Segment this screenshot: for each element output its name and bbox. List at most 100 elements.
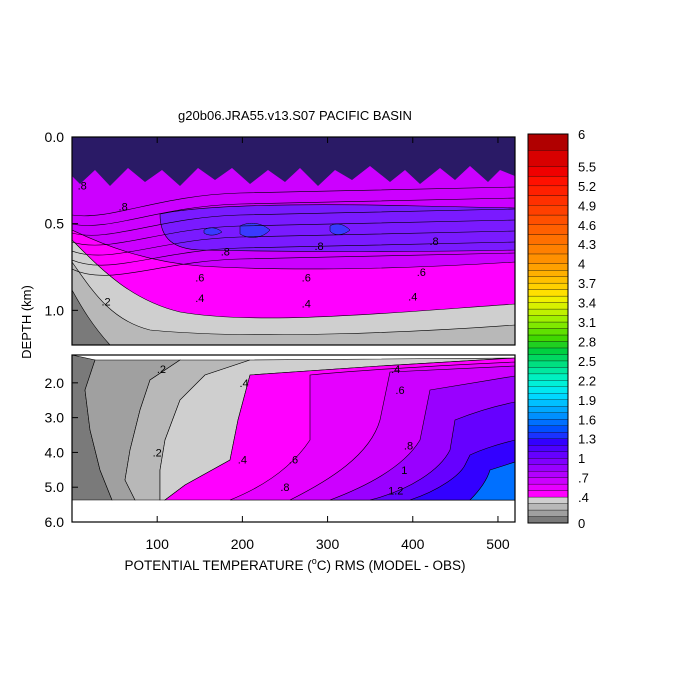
colorbar-swatch [527, 214, 569, 225]
contour-label: .8 [119, 201, 128, 213]
x-tick-label: 500 [486, 536, 510, 552]
colorbar-swatch [527, 516, 569, 524]
contour-label: .8 [314, 241, 323, 253]
colorbar-swatch [527, 490, 569, 498]
colorbar-frame [527, 133, 569, 524]
colorbar-tick-label: 0 [578, 516, 585, 531]
contour-label: .4 [408, 291, 417, 303]
contour-line [72, 186, 515, 217]
colorbar-swatch [527, 412, 569, 420]
colorbar-swatch [527, 380, 569, 388]
contour-line [72, 230, 515, 256]
colorbar-swatch [527, 224, 569, 235]
upper-contour-lines [72, 186, 515, 276]
lower-panel: .2 .2 .4 .4 .4 .6 .6 .8 .8 1 1.2 [72, 355, 515, 522]
colorbar-swatch [527, 253, 569, 264]
x-tick-label: 400 [401, 536, 425, 552]
colorbar-tick-label: 1.9 [578, 393, 596, 408]
contour-label: .8 [429, 236, 438, 248]
y-tick-label: 2.0 [45, 375, 65, 391]
colorbar-swatch [527, 354, 569, 362]
colorbar-swatch [527, 483, 569, 491]
colorbar-tick-labels: 0 .4 .7 1 1.3 1.6 1.9 2.2 2.5 2.8 3.1 3.4 3.7 4 4.3 4.6… [578, 127, 596, 531]
colorbar-swatch [527, 406, 569, 413]
contour-label: 1 [401, 465, 407, 477]
colorbar-swatch [527, 347, 569, 355]
colorbar-swatch [527, 458, 569, 465]
colorbar-swatch [527, 393, 569, 400]
upper-band-top-noise [72, 137, 515, 186]
upper-band-lightgray [72, 239, 515, 345]
contour-line [72, 241, 515, 266]
upper-band-midgray [72, 261, 515, 345]
x-tick-label: 200 [231, 536, 255, 552]
colorbar-swatch [527, 503, 569, 511]
contour-label: .8 [280, 482, 289, 494]
contour-label: 1.2 [388, 486, 403, 498]
colorbar-tick-label: 2.2 [578, 373, 596, 388]
colorbar-swatch [527, 438, 569, 446]
colorbar-swatch [527, 150, 569, 167]
y-tick-label: 6.0 [45, 514, 65, 530]
contour-label: .4 [391, 364, 400, 376]
colorbar-tick-label: 3.1 [578, 315, 596, 330]
y-axis-upper: 0.0 0.5 1.0 [45, 129, 78, 318]
colorbar-swatch [527, 302, 569, 310]
x-axis-label-suffix: C) RMS (MODEL - OBS) [317, 558, 466, 573]
colorbar-swatch [527, 470, 569, 478]
colorbar-tick-label: 4.3 [578, 237, 596, 252]
colorbar-tick-label: 2.5 [578, 354, 596, 369]
colorbar-tick-label: .7 [578, 471, 589, 486]
upper-panel: .8.8.8.8.8.6.6.6.4.4.4.2 [72, 137, 515, 345]
colorbar-tick-label: 2.8 [578, 334, 596, 349]
colorbar-swatch [527, 360, 569, 368]
colorbar-swatch [527, 276, 569, 284]
lower-panel-frame [71, 354, 516, 523]
contour-label: .8 [78, 181, 87, 193]
contour-label: .8 [221, 246, 230, 258]
colorbar-tick-label: 4 [578, 257, 585, 272]
y-tick-label: 3.0 [45, 410, 65, 426]
colorbar-swatch [527, 244, 569, 255]
colorbar-swatch [527, 315, 569, 323]
colorbar [527, 133, 569, 524]
contour-label: .4 [302, 298, 311, 310]
colorbar-swatch [527, 166, 569, 177]
colorbar-swatch [527, 328, 569, 336]
lower-band-light-blue [469, 461, 515, 501]
x-axis-label-unit: o [312, 556, 317, 566]
colorbar-tick-label: 6 [578, 127, 585, 142]
x-tick-label: 300 [316, 536, 340, 552]
contour-line [72, 208, 515, 236]
y-tick-label: 0.0 [45, 129, 65, 145]
x-axis-label-prefix: POTENTIAL TEMPERATURE ( [124, 558, 312, 573]
colorbar-swatch [527, 386, 569, 394]
y-axis-label: DEPTH (km) [19, 285, 34, 359]
y-tick-label: 0.5 [45, 216, 65, 232]
colorbar-swatch [527, 367, 569, 375]
contour-label: .6 [289, 454, 298, 466]
colorbar-swatch [527, 419, 569, 426]
colorbar-swatch [527, 263, 569, 271]
colorbar-swatch [527, 321, 569, 329]
contour-label: .4 [195, 293, 204, 305]
colorbar-swatch [527, 373, 569, 381]
x-tick-label: 100 [146, 536, 170, 552]
upper-contour-labels: .8.8.8.8.8.6.6.6.4.4.4.2 [78, 181, 439, 311]
colorbar-swatch [527, 399, 569, 407]
colorbar-swatch [527, 282, 569, 290]
contour-label: .4 [239, 378, 248, 390]
colorbar-swatch [527, 451, 569, 459]
colorbar-tick-label: 1.3 [578, 432, 596, 447]
colorbar-tick-label: 4.6 [578, 218, 596, 233]
lower-contour-labels: .2 .2 .4 .4 .4 .6 .6 .8 .8 1 1.2 [153, 364, 414, 498]
contour-label: .8 [404, 440, 413, 452]
y-tick-label: 1.0 [45, 302, 65, 318]
colorbar-tick-label: 1.6 [578, 412, 596, 427]
contour-label: .2 [153, 447, 162, 459]
contour-line [72, 252, 515, 276]
colorbar-swatch [527, 133, 569, 151]
colorbar-swatch [527, 205, 569, 216]
y-tick-label: 4.0 [45, 444, 65, 460]
